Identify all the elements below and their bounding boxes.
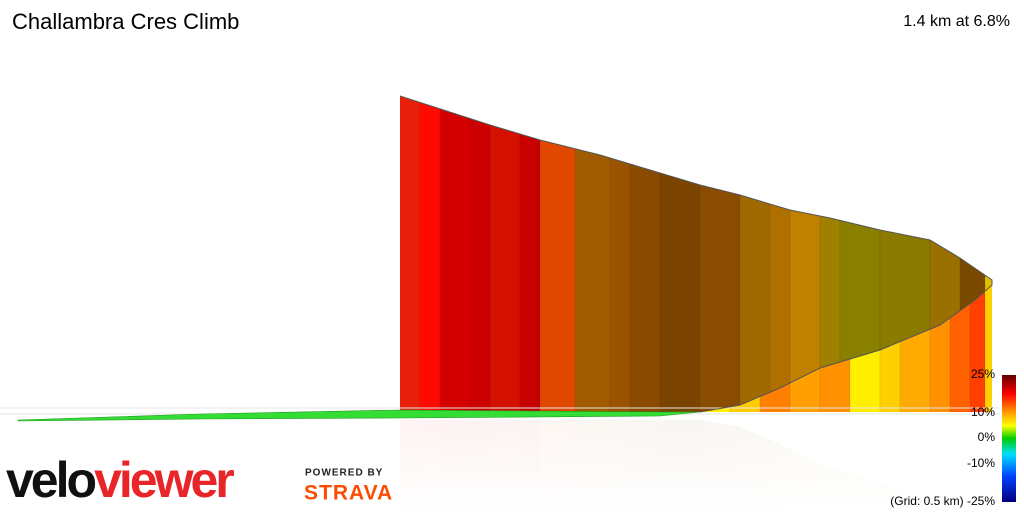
logo: veloviewer xyxy=(6,452,234,508)
legend-label: 0% xyxy=(978,430,996,444)
profile-strip xyxy=(489,96,521,412)
legend-label: 25% xyxy=(971,367,995,381)
profile-strip xyxy=(629,96,661,412)
legend-label: (Grid: 0.5 km) -25% xyxy=(890,494,995,508)
profile-strip xyxy=(469,96,491,412)
profile-strip xyxy=(699,96,741,412)
title: Challambra Cres Climb xyxy=(12,9,239,34)
profile-strip xyxy=(984,285,992,412)
profile-strip xyxy=(574,96,611,412)
profile-strip xyxy=(539,96,576,412)
profile-outline xyxy=(399,95,993,413)
logo-part: velo xyxy=(6,452,96,508)
profile-strip xyxy=(609,96,631,412)
profile-strip xyxy=(659,96,701,412)
profile-strip xyxy=(400,96,421,412)
logo-part: viewer xyxy=(94,452,234,508)
powered-by: POWERED BY xyxy=(305,468,383,479)
partner-logo: STRAVA xyxy=(304,482,393,505)
flat-approach xyxy=(17,409,701,422)
profile-strip xyxy=(439,96,471,412)
legend-label: -10% xyxy=(967,456,995,470)
stats: 1.4 km at 6.8% xyxy=(903,13,1010,30)
profile-strip xyxy=(419,96,441,412)
reflection-fade xyxy=(400,420,1000,512)
profile-strip xyxy=(739,96,771,412)
legend-label: 10% xyxy=(971,405,995,419)
profile-strip xyxy=(769,96,791,412)
legend-bar xyxy=(1002,375,1016,502)
